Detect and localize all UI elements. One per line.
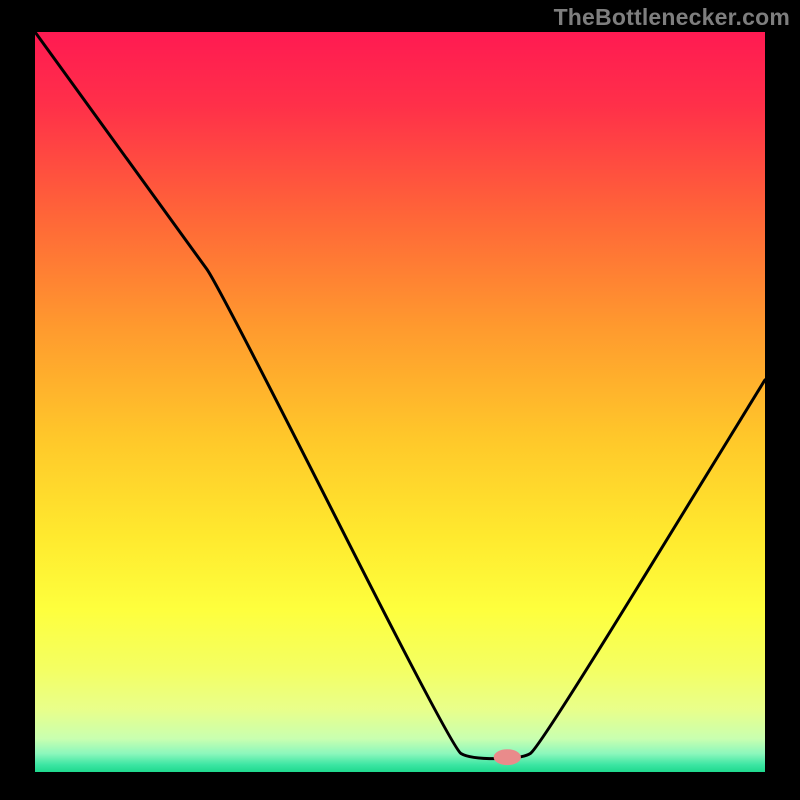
bottleneck-chart (0, 0, 800, 800)
watermark-text: TheBottlenecker.com (554, 4, 790, 31)
plot-background (35, 32, 765, 772)
optimum-marker (494, 750, 520, 765)
chart-frame: TheBottlenecker.com (0, 0, 800, 800)
